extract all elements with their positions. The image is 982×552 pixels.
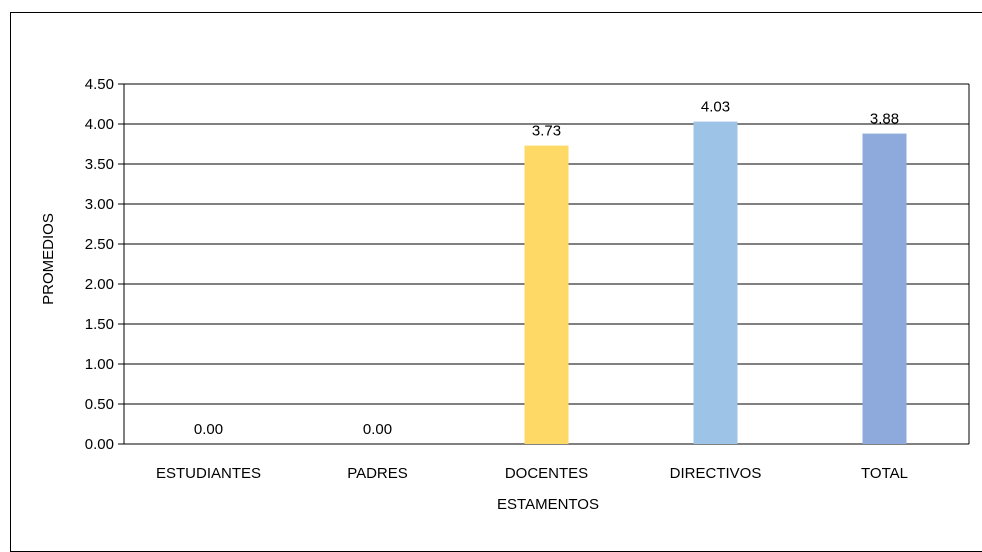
data-labels: 0.00 0.00 3.73 4.03 3.88 [194, 99, 899, 438]
y-tick-label: 4.50 [85, 76, 114, 93]
bar-directivos [693, 121, 738, 444]
bar-docentes [524, 145, 569, 444]
y-axis-ticks: 0.00 0.50 1.00 1.50 2.00 2.50 3.00 3.50 4.00 4.50 [85, 76, 114, 453]
chart-frame [10, 12, 982, 552]
x-axis-title: ESTAMENTOS [497, 496, 599, 513]
y-tick-label: 1.00 [85, 356, 114, 373]
data-label-total: 3.88 [870, 111, 899, 128]
x-tick-label-directivos: DIRECTIVOS [670, 465, 762, 482]
data-label-docentes: 3.73 [532, 123, 561, 140]
y-tick-label: 1.50 [85, 316, 114, 333]
x-tick-label-total: TOTAL [861, 465, 908, 482]
x-tick-label-padres: PADRES [347, 465, 408, 482]
x-tick-label-docentes: DOCENTES [505, 465, 588, 482]
y-tick-label: 0.00 [85, 436, 114, 453]
y-axis-title: PROMEDIOS [40, 213, 57, 305]
bar-chart: 0.00 0.50 1.00 1.50 2.00 2.50 3.00 3.50 4.00 4.50… [40, 76, 970, 513]
x-tick-label-estudiantes: ESTUDIANTES [156, 465, 261, 482]
y-tick-label: 2.00 [85, 276, 114, 293]
bar-total [862, 133, 907, 444]
y-tick-label: 4.00 [85, 116, 114, 133]
data-label-padres: 0.00 [363, 421, 392, 438]
data-label-directivos: 4.03 [701, 99, 730, 116]
y-tick-label: 3.00 [85, 196, 114, 213]
x-axis-ticks: ESTUDIANTES PADRES DOCENTES DIRECTIVOS TOTAL [156, 465, 908, 482]
y-tick-label: 0.50 [85, 396, 114, 413]
data-label-estudiantes: 0.00 [194, 421, 223, 438]
bars [524, 121, 907, 444]
y-tick-label: 2.50 [85, 236, 114, 253]
y-tick-label: 3.50 [85, 156, 114, 173]
